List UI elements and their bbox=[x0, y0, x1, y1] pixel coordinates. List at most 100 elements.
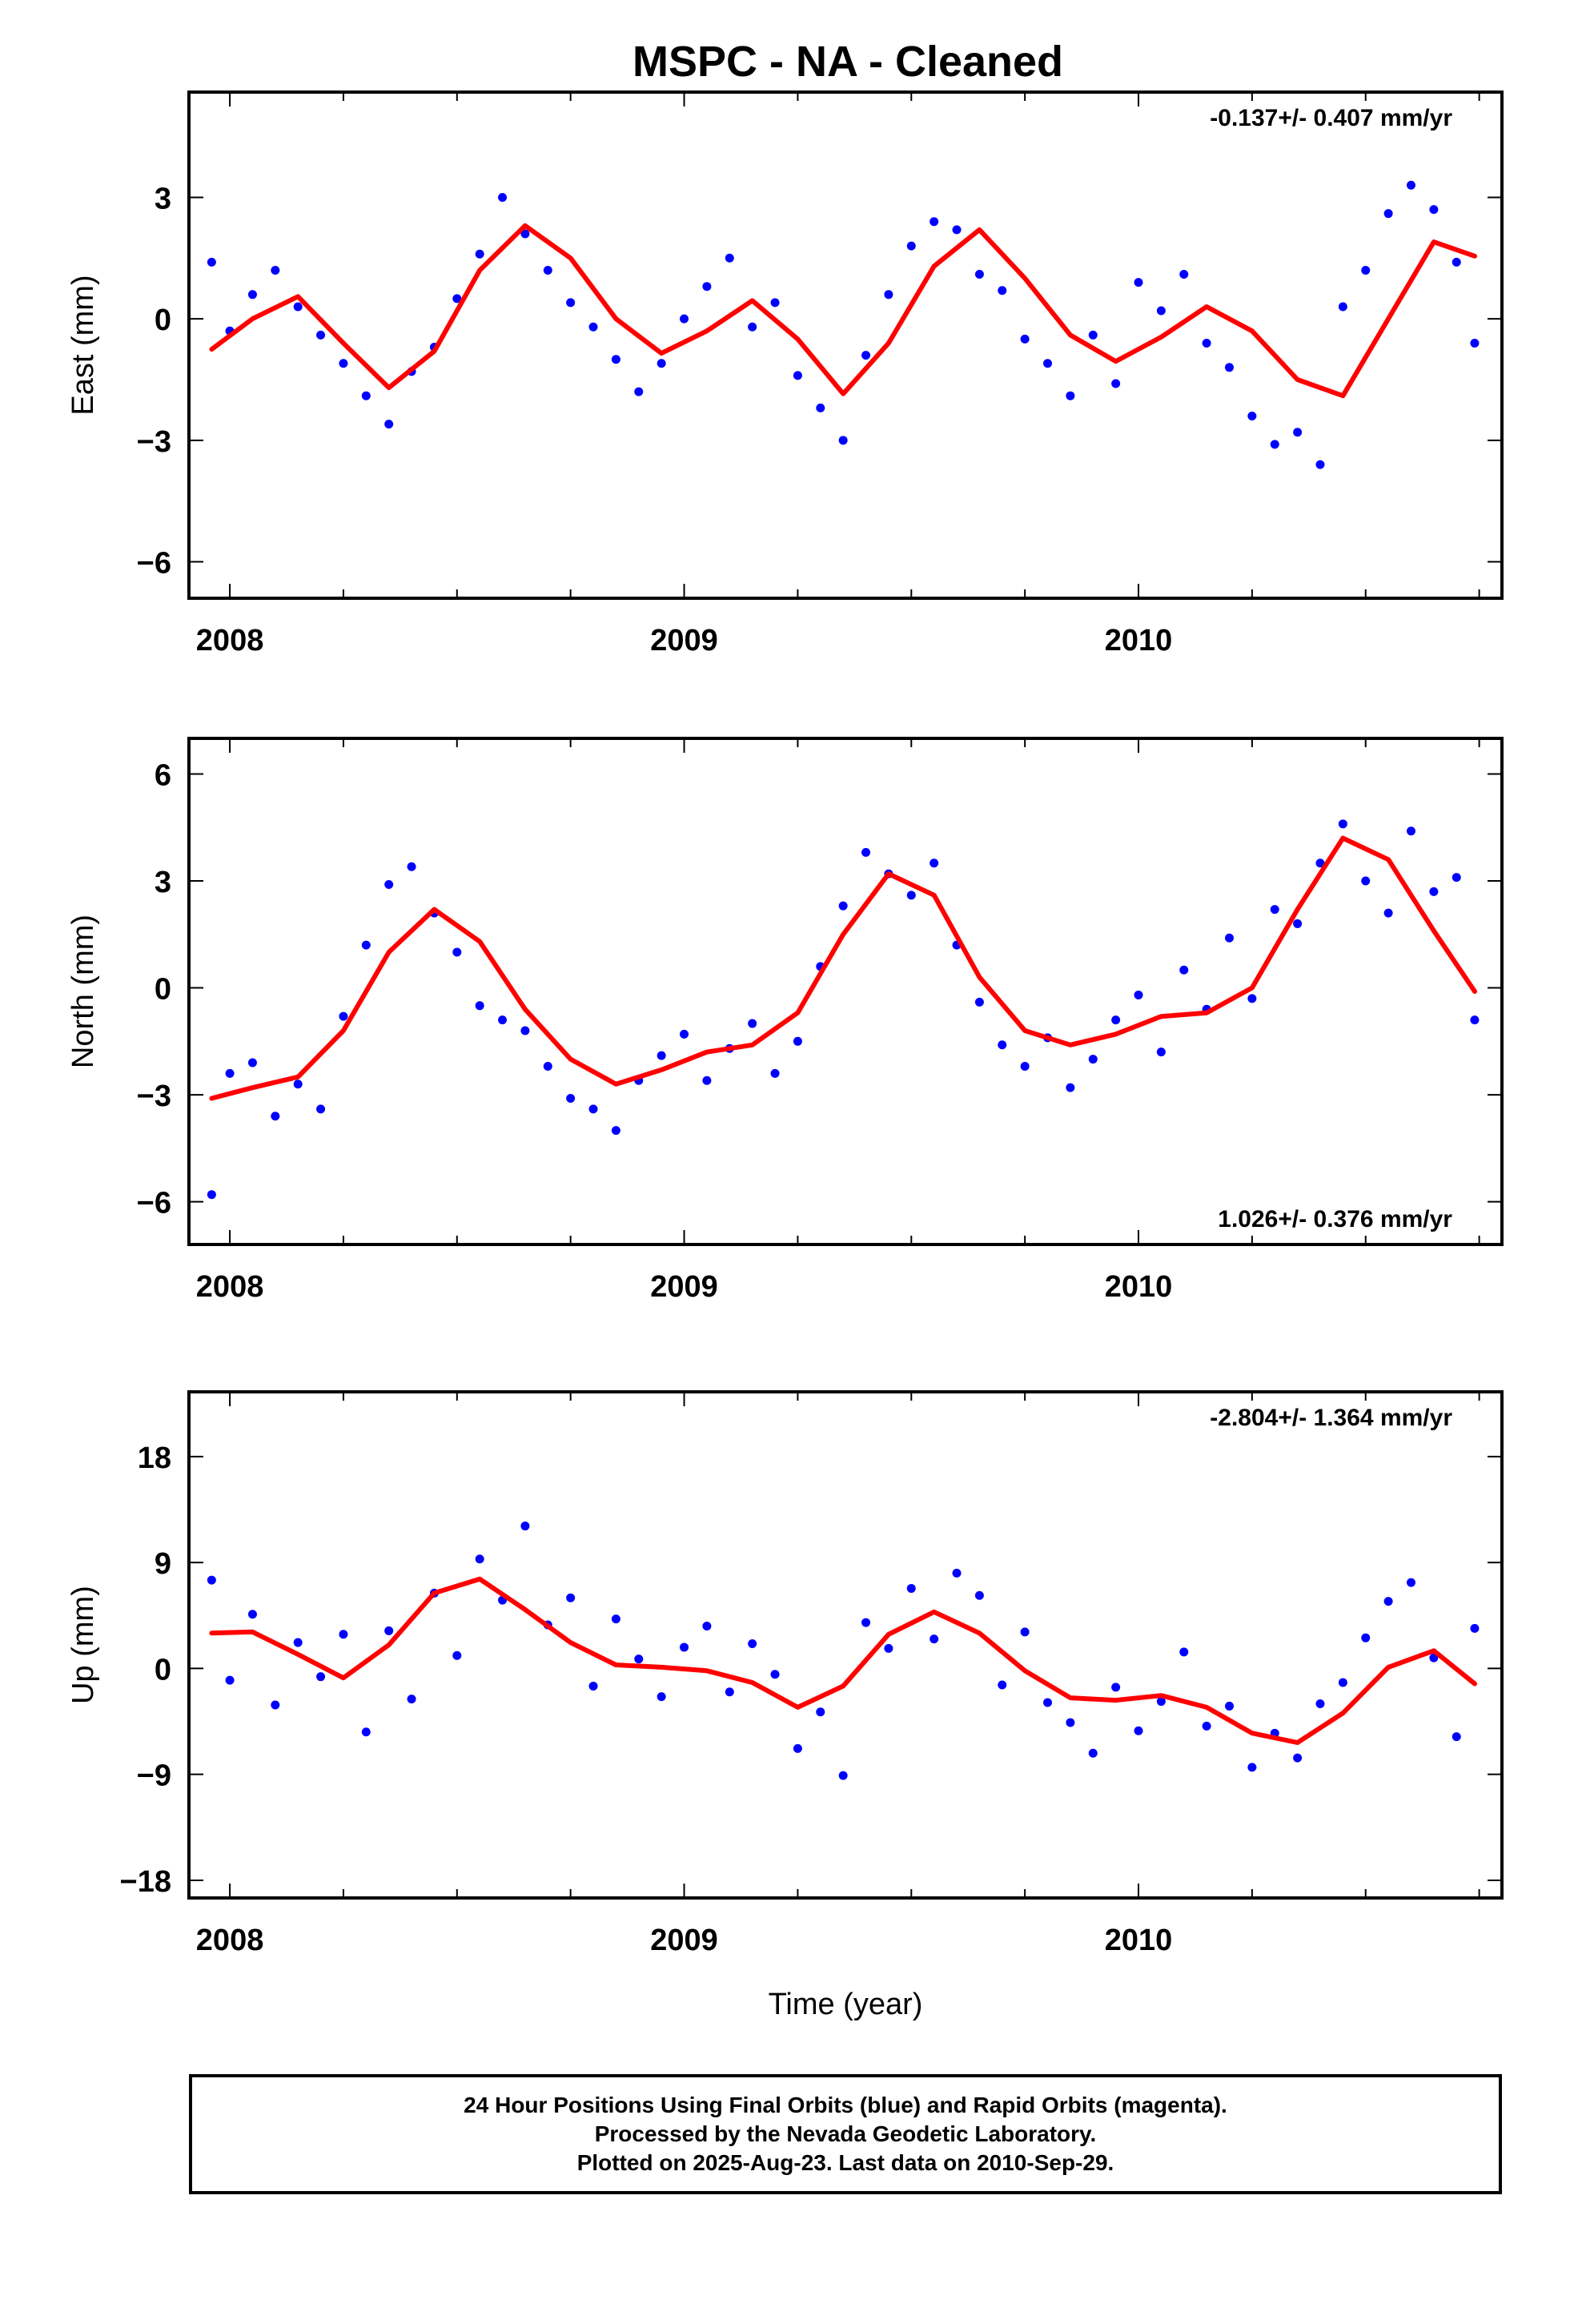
data-point bbox=[1338, 1678, 1347, 1687]
data-point bbox=[770, 298, 780, 308]
x-tick-label: 2008 bbox=[196, 624, 264, 657]
plot-frame bbox=[187, 1390, 1504, 1900]
data-point bbox=[861, 1618, 871, 1627]
data-point bbox=[543, 1061, 552, 1071]
data-point bbox=[793, 371, 802, 380]
data-point bbox=[1338, 819, 1347, 829]
x-tick-label: 2009 bbox=[650, 1270, 718, 1304]
y-tick-label: −3 bbox=[137, 1080, 171, 1113]
data-point bbox=[384, 420, 394, 429]
data-point bbox=[1134, 990, 1143, 999]
y-tick-label: 3 bbox=[155, 866, 171, 899]
data-point bbox=[838, 1771, 848, 1780]
data-point bbox=[906, 891, 916, 900]
x-tick-label: 2010 bbox=[1105, 1924, 1173, 1957]
footer-line-2: Processed by the Nevada Geodetic Laborat… bbox=[594, 2121, 1097, 2146]
data-point bbox=[247, 1058, 257, 1068]
data-point bbox=[1225, 933, 1235, 943]
data-point bbox=[1043, 1698, 1053, 1707]
data-point bbox=[1470, 1015, 1480, 1025]
data-point bbox=[1020, 1627, 1030, 1637]
data-point bbox=[339, 1630, 348, 1639]
data-point bbox=[1247, 1763, 1257, 1772]
data-point bbox=[930, 858, 939, 868]
y-tick-label: 18 bbox=[138, 1441, 171, 1475]
y-tick-label: −6 bbox=[137, 546, 171, 580]
data-point bbox=[1156, 1697, 1166, 1707]
data-point bbox=[1270, 905, 1279, 915]
data-point bbox=[1020, 1061, 1030, 1071]
data-point bbox=[293, 302, 303, 312]
data-point bbox=[407, 862, 416, 871]
figure-title: MSPC - NA - Cleaned bbox=[632, 38, 1063, 86]
data-point bbox=[1111, 1683, 1121, 1692]
data-point bbox=[1452, 1732, 1461, 1742]
data-point bbox=[680, 314, 689, 324]
fit-curve bbox=[209, 223, 1477, 399]
data-point bbox=[271, 1112, 280, 1121]
data-point bbox=[1202, 1721, 1211, 1731]
data-point bbox=[770, 1068, 780, 1078]
data-point bbox=[1383, 209, 1393, 219]
data-point bbox=[316, 330, 326, 340]
footer-line-3: Plotted on 2025-Aug-23. Last data on 201… bbox=[576, 2150, 1114, 2175]
plot-marks bbox=[207, 180, 1480, 469]
data-point bbox=[1293, 428, 1303, 437]
data-point bbox=[1315, 858, 1325, 868]
data-point bbox=[1407, 1578, 1416, 1587]
y-axis-label: North (mm) bbox=[66, 915, 100, 1068]
data-point bbox=[271, 1700, 280, 1710]
data-point bbox=[725, 1687, 734, 1697]
data-point bbox=[1066, 391, 1075, 400]
data-point bbox=[1361, 265, 1371, 275]
data-point bbox=[748, 1639, 757, 1649]
data-point bbox=[930, 1634, 939, 1644]
data-point bbox=[793, 1743, 802, 1753]
data-point bbox=[1383, 1597, 1393, 1606]
data-point bbox=[1088, 330, 1098, 340]
data-point bbox=[247, 1610, 257, 1619]
data-point bbox=[656, 1692, 666, 1702]
y-tick-label: −18 bbox=[120, 1865, 171, 1899]
data-point bbox=[816, 403, 825, 412]
data-point bbox=[1111, 379, 1121, 388]
plot-frame bbox=[187, 737, 1504, 1246]
data-point bbox=[884, 290, 893, 300]
data-point bbox=[838, 436, 848, 445]
data-point bbox=[271, 265, 280, 275]
data-point bbox=[1338, 302, 1347, 312]
data-point bbox=[361, 391, 371, 400]
data-point bbox=[452, 1651, 462, 1660]
data-point bbox=[998, 1680, 1007, 1690]
data-point bbox=[1088, 1748, 1098, 1758]
data-point bbox=[1407, 826, 1416, 836]
data-point bbox=[543, 265, 552, 275]
data-point bbox=[1202, 338, 1211, 348]
data-point bbox=[770, 1670, 780, 1679]
data-point bbox=[611, 355, 620, 364]
velocity-label: -0.137+/- 0.407 mm/yr bbox=[1210, 105, 1452, 131]
data-point bbox=[1066, 1083, 1075, 1092]
data-point bbox=[407, 1695, 416, 1704]
data-point bbox=[1247, 994, 1257, 1003]
data-point bbox=[930, 217, 939, 227]
data-point bbox=[520, 229, 530, 239]
chart-panels: −6 −3 0 3 2008 2009 2010 East (mm) -0.137+/- 0.4… bbox=[66, 90, 1504, 2021]
x-tick-label: 2008 bbox=[196, 1270, 264, 1304]
data-point bbox=[475, 1001, 484, 1011]
data-point bbox=[1156, 306, 1166, 316]
y-tick-label: 3 bbox=[155, 182, 171, 215]
x-tick-label: 2010 bbox=[1105, 1270, 1173, 1304]
data-point bbox=[1470, 1623, 1480, 1633]
data-point bbox=[1088, 1055, 1098, 1064]
velocity-label: -2.804+/- 1.364 mm/yr bbox=[1210, 1405, 1452, 1431]
data-point bbox=[588, 322, 598, 332]
data-point bbox=[339, 359, 348, 368]
data-point bbox=[566, 1094, 576, 1104]
y-tick-label: −3 bbox=[137, 425, 171, 459]
data-point bbox=[1066, 1718, 1075, 1727]
data-point bbox=[680, 1642, 689, 1652]
chart-panel-1: −6 −3 0 3 2008 2009 2010 East (mm) -0.137+/- 0.4… bbox=[66, 90, 1504, 657]
data-point bbox=[634, 1655, 644, 1664]
